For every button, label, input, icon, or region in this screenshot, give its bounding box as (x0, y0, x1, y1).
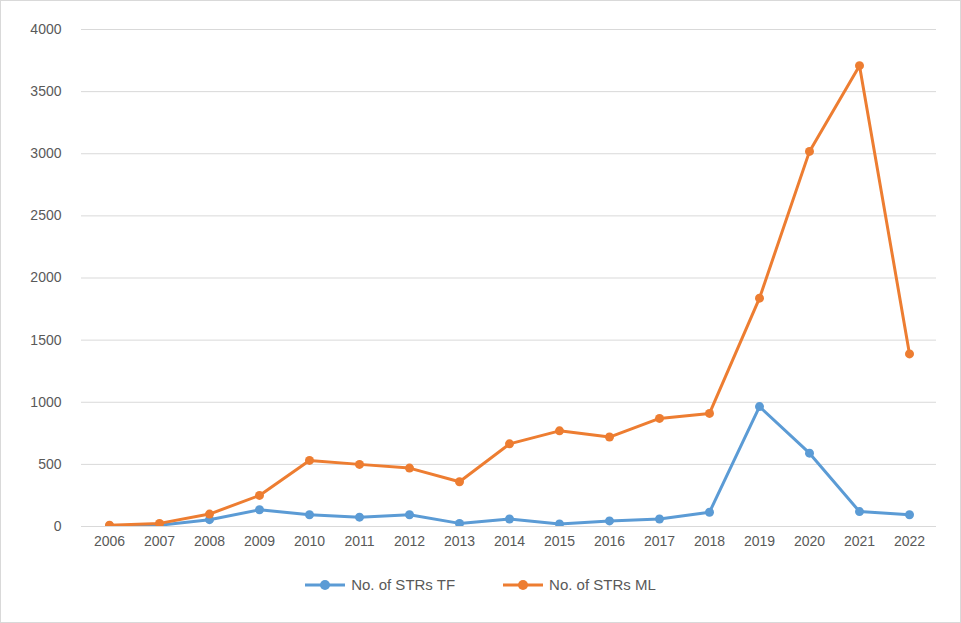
html-text:No. of STRs ML: No. of STRs ML (549, 576, 656, 593)
svg-text:2011: 2011 (344, 533, 374, 549)
svg-text:2015: 2015 (544, 533, 575, 549)
svg-text:500: 500 (38, 456, 62, 472)
svg-text:2007: 2007 (144, 533, 175, 549)
svg-text:0: 0 (54, 518, 62, 534)
svg-text:2019: 2019 (744, 533, 775, 549)
svg-text:2022: 2022 (894, 533, 925, 549)
html-text:No. of STRs TF: No. of STRs TF (351, 576, 456, 593)
svg-text:2021: 2021 (844, 533, 875, 549)
svg-text:2006: 2006 (94, 533, 125, 549)
svg-text:1500: 1500 (30, 332, 61, 348)
svg-text:2020: 2020 (794, 533, 825, 549)
svg-text:4000: 4000 (30, 21, 61, 37)
svg-text:2000: 2000 (30, 269, 61, 285)
svg-text:2014: 2014 (494, 533, 525, 549)
svg-text:3000: 3000 (30, 145, 61, 161)
svg-text:2018: 2018 (694, 533, 725, 549)
svg-text:2009: 2009 (244, 533, 275, 549)
svg-text:2008: 2008 (194, 533, 225, 549)
svg-text:2016: 2016 (594, 533, 625, 549)
svg-text:3500: 3500 (30, 83, 61, 99)
svg-text:2500: 2500 (30, 207, 61, 223)
svg-text:2010: 2010 (294, 533, 325, 549)
svg-text:2017: 2017 (644, 533, 675, 549)
svg-text:2013: 2013 (444, 533, 475, 549)
svg-text:1000: 1000 (30, 394, 61, 410)
svg-text:2012: 2012 (394, 533, 425, 549)
